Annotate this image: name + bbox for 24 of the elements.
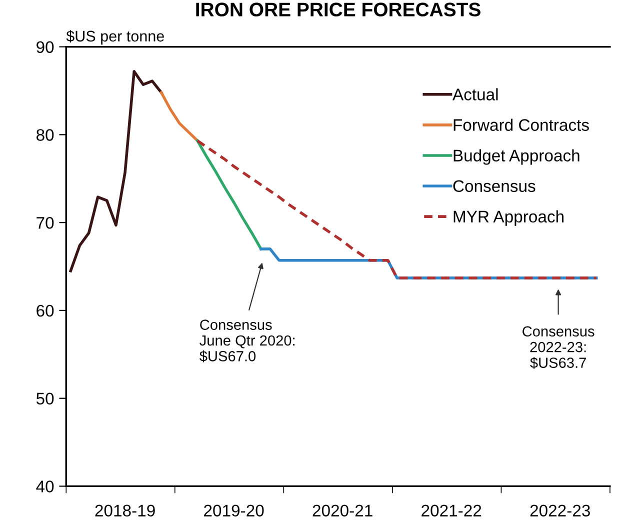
line-series	[196, 139, 262, 250]
y-axis-title: $US per tonne	[66, 30, 164, 45]
x-tick-label: 2022-23	[530, 504, 590, 516]
line-series	[69, 70, 163, 272]
y-tick-label: 90	[36, 41, 54, 54]
y-tick-label: 50	[36, 392, 54, 405]
chart-title: IRON ORE PRICE FORECASTS	[196, 2, 480, 16]
x-tick-label: 2021-22	[422, 504, 482, 516]
legend-label: Actual	[452, 88, 498, 100]
legend-label: Budget Approach	[454, 149, 580, 165]
line-series	[160, 91, 199, 142]
x-tick-label: 2020-21	[312, 504, 372, 516]
legend-label: MYR Approach	[454, 210, 564, 226]
y-tick-label: 70	[36, 216, 54, 229]
annotation: Consensus 2022-23: $US63.7	[522, 326, 594, 369]
x-tick-label: 2018-19	[95, 504, 155, 516]
y-tick-label: 60	[36, 304, 54, 317]
legend-label: Forward Contracts	[454, 118, 589, 131]
y-tick-label: 80	[36, 129, 54, 141]
y-tick-label: 40	[36, 480, 54, 492]
x-tick-label: 2019-20	[204, 504, 264, 516]
legend-label: Consensus	[453, 180, 536, 192]
line-series	[196, 139, 598, 280]
annotation: Consensus June Qtr 2020: $US67.0	[200, 320, 295, 362]
